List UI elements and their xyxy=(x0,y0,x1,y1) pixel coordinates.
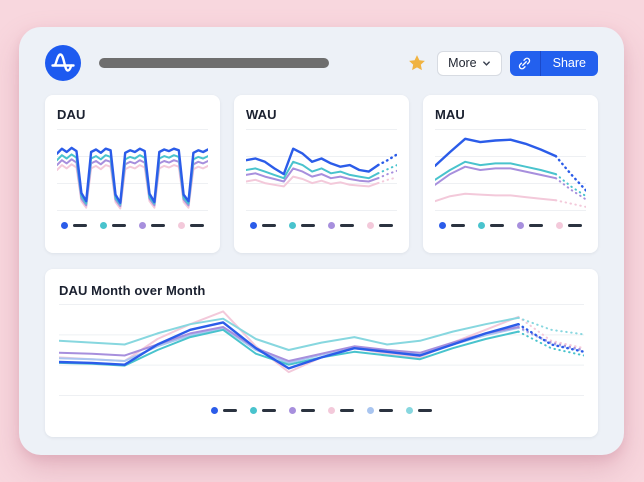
legend-dot xyxy=(406,407,413,414)
dau-line-chart xyxy=(57,129,208,211)
legend-dot xyxy=(556,222,563,229)
legend-dot xyxy=(289,222,296,229)
legend-dot xyxy=(517,222,524,229)
legend-item-pink[interactable] xyxy=(178,222,204,229)
legend-item-pink[interactable] xyxy=(367,222,393,229)
chart-card-dau-month-over-month[interactable]: DAU Month over Month xyxy=(45,269,598,437)
chart-card-wau[interactable]: WAU xyxy=(234,95,409,253)
dashboard-panel: More Share xyxy=(19,27,624,455)
legend-label-placeholder xyxy=(529,224,543,227)
legend-label-placeholder xyxy=(112,224,126,227)
legend-dot xyxy=(478,222,485,229)
legend-item-blue[interactable] xyxy=(250,222,276,229)
chevron-down-icon xyxy=(482,60,490,66)
chart-card-mau[interactable]: MAU xyxy=(423,95,598,253)
legend-label-placeholder xyxy=(340,409,354,412)
share-button-label[interactable]: Share xyxy=(540,50,598,76)
chart-title: MAU xyxy=(435,107,465,122)
legend-dot xyxy=(100,222,107,229)
legend-dot xyxy=(61,222,68,229)
copy-link-segment[interactable] xyxy=(509,50,540,76)
star-icon[interactable] xyxy=(407,53,427,73)
legend-label-placeholder xyxy=(262,409,276,412)
legend-label-placeholder xyxy=(490,224,504,227)
legend-item-teal[interactable] xyxy=(478,222,504,229)
legend-label-placeholder xyxy=(301,224,315,227)
legend-dot xyxy=(250,222,257,229)
legend-label-placeholder xyxy=(190,224,204,227)
more-button-label: More xyxy=(448,56,477,70)
legend-label-placeholder xyxy=(379,409,393,412)
legend-dot xyxy=(367,222,374,229)
chart-title: DAU Month over Month xyxy=(59,283,206,298)
dashboard-header: More Share xyxy=(45,41,598,85)
amplitude-wave-icon xyxy=(51,53,75,72)
chart-legend xyxy=(57,222,208,229)
legend-item-purple[interactable] xyxy=(139,222,165,229)
chart-card-dau[interactable]: DAU xyxy=(45,95,220,253)
legend-label-placeholder xyxy=(301,409,315,412)
legend-label-placeholder xyxy=(73,224,87,227)
legend-item-pink[interactable] xyxy=(328,407,354,414)
dau-mom-line-chart xyxy=(59,304,584,396)
mau-line-chart xyxy=(435,129,586,211)
share-button[interactable]: Share xyxy=(509,50,598,76)
legend-item-light-teal[interactable] xyxy=(406,407,432,414)
legend-item-purple[interactable] xyxy=(517,222,543,229)
legend-item-blue[interactable] xyxy=(211,407,237,414)
dashboard-title-placeholder xyxy=(99,58,329,68)
legend-dot xyxy=(289,407,296,414)
wau-line-chart xyxy=(246,129,397,211)
legend-item-blue[interactable] xyxy=(61,222,87,229)
legend-item-light-blue[interactable] xyxy=(367,407,393,414)
legend-label-placeholder xyxy=(418,409,432,412)
chart-legend xyxy=(435,222,586,229)
share-button-divider xyxy=(539,50,541,76)
legend-dot xyxy=(328,407,335,414)
more-button[interactable]: More xyxy=(437,50,502,76)
legend-item-teal[interactable] xyxy=(289,222,315,229)
legend-item-blue[interactable] xyxy=(439,222,465,229)
mini-chart-row: DAU WAU MAU xyxy=(45,95,598,253)
legend-dot xyxy=(328,222,335,229)
legend-label-placeholder xyxy=(451,224,465,227)
legend-item-purple[interactable] xyxy=(328,222,354,229)
legend-dot xyxy=(367,407,374,414)
chart-legend xyxy=(59,407,584,414)
legend-item-purple[interactable] xyxy=(289,407,315,414)
legend-dot xyxy=(178,222,185,229)
legend-label-placeholder xyxy=(568,224,582,227)
amplitude-logo[interactable] xyxy=(45,45,81,81)
legend-label-placeholder xyxy=(262,224,276,227)
link-icon xyxy=(519,57,531,69)
legend-dot xyxy=(250,407,257,414)
chart-title: WAU xyxy=(246,107,277,122)
legend-item-teal[interactable] xyxy=(250,407,276,414)
legend-label-placeholder xyxy=(151,224,165,227)
legend-dot xyxy=(211,407,218,414)
chart-title: DAU xyxy=(57,107,86,122)
legend-label-placeholder xyxy=(379,224,393,227)
legend-dot xyxy=(439,222,446,229)
chart-legend xyxy=(246,222,397,229)
legend-dot xyxy=(139,222,146,229)
legend-item-pink[interactable] xyxy=(556,222,582,229)
legend-label-placeholder xyxy=(340,224,354,227)
legend-label-placeholder xyxy=(223,409,237,412)
legend-item-teal[interactable] xyxy=(100,222,126,229)
